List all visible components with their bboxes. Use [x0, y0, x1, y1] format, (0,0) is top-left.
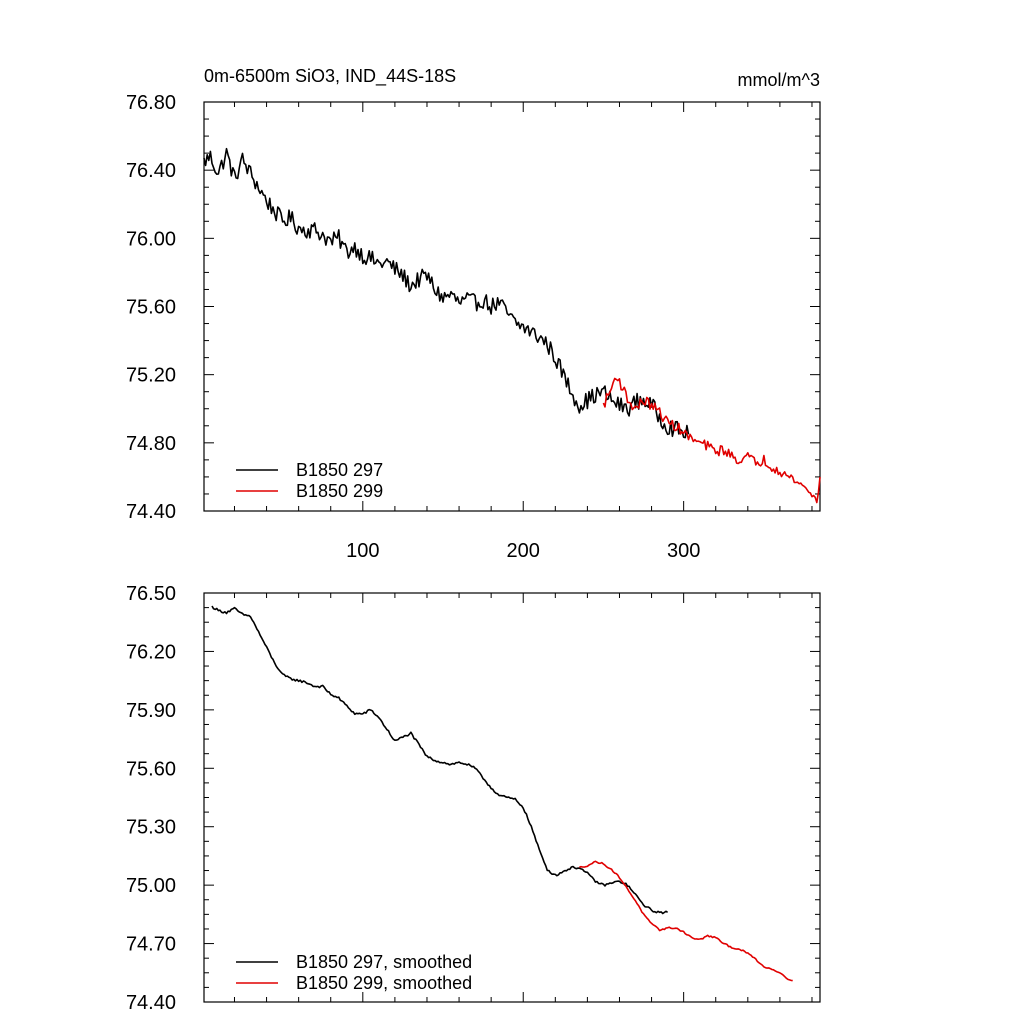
legend-label-297-smoothed: B1850 297, smoothed: [296, 952, 472, 972]
legend-label-299: B1850 299: [296, 481, 383, 501]
units-label: mmol/m^3: [738, 70, 820, 90]
y-tick-label: 75.30: [126, 817, 176, 839]
top-y-axis: 74.40 74.80 75.20 75.60 76.00 76.40 76.80: [126, 92, 820, 523]
top-legend: B1850 297 B1850 299: [236, 460, 383, 501]
series-line-b1850-297-smoothed: [211, 605, 669, 915]
chart-title: 0m-6500m SiO3, IND_44S-18S: [204, 66, 456, 87]
x-tick-label: 100: [346, 540, 379, 562]
series-line-b1850-299: [602, 377, 821, 504]
y-tick-label: 74.40: [126, 992, 176, 1014]
y-tick-label: 75.90: [126, 700, 176, 722]
bottom-x-axis: [233, 593, 813, 1002]
legend-label-297: B1850 297: [296, 460, 383, 480]
series-line-b1850-297: [203, 147, 690, 439]
y-tick-label: 75.00: [126, 875, 176, 897]
bottom-series-group: [211, 605, 793, 982]
y-tick-label: 76.40: [126, 160, 176, 182]
y-tick-label: 75.60: [126, 758, 176, 780]
y-tick-label: 75.20: [126, 365, 176, 387]
top-series-group: [203, 147, 821, 504]
y-tick-label: 76.50: [126, 583, 176, 605]
legend-label-299-smoothed: B1850 299, smoothed: [296, 973, 472, 993]
series-line-b1850-299-smoothed: [579, 860, 793, 982]
bottom-legend: B1850 297, smoothed B1850 299, smoothed: [236, 952, 472, 993]
top-x-axis: 100 200 300: [233, 102, 813, 562]
y-tick-label: 76.80: [126, 92, 176, 114]
y-tick-label: 76.20: [126, 641, 176, 663]
bottom-y-axis: 74.40 74.70 75.00 75.30 75.60 75.90 76.20 76.50: [126, 583, 820, 1014]
x-tick-label: 300: [667, 540, 700, 562]
y-tick-label: 75.60: [126, 297, 176, 319]
y-tick-label: 74.80: [126, 433, 176, 455]
y-tick-label: 74.40: [126, 501, 176, 523]
y-tick-label: 76.00: [126, 228, 176, 250]
top-panel: 74.40 74.80 75.20 75.60 76.00 76.40 76.80 100 2…: [126, 92, 821, 562]
bottom-panel: 74.40 74.70 75.00 75.30 75.60 75.90 76.20 76.50…: [126, 583, 821, 1014]
y-tick-label: 74.70: [126, 934, 176, 956]
x-tick-label: 200: [507, 540, 540, 562]
